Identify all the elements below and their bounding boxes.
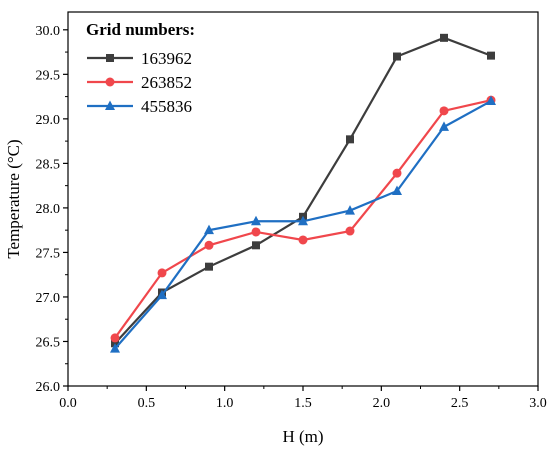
y-tick-label: 30.0 bbox=[36, 24, 61, 39]
y-tick-label: 26.0 bbox=[36, 380, 61, 395]
series-layer bbox=[110, 33, 496, 353]
data-point-455836 bbox=[204, 224, 214, 235]
y-tick-label: 28.0 bbox=[36, 202, 61, 217]
data-point-455836 bbox=[110, 343, 120, 353]
data-point-163962 bbox=[440, 33, 448, 42]
data-point-163962 bbox=[205, 262, 213, 271]
x-tick-label: 1.0 bbox=[216, 396, 234, 411]
ticks: 0.0 0.5 1.0 1.5 2.0 2.5 3.0 26.0 26.5 27.0 27.5 28.… bbox=[36, 24, 547, 411]
axes bbox=[67, 11, 539, 387]
legend-label-455836: 455836 bbox=[141, 97, 192, 116]
data-point-455836 bbox=[298, 215, 308, 226]
y-axis-title: Temperature (°C) bbox=[4, 139, 23, 258]
data-point-163962 bbox=[487, 51, 495, 60]
y-tick-label: 28.5 bbox=[36, 157, 61, 172]
x-tick-label: 1.5 bbox=[294, 396, 312, 411]
y-tick-label: 29.0 bbox=[36, 113, 61, 128]
data-point-263852 bbox=[298, 235, 308, 245]
data-point-455836 bbox=[345, 205, 355, 215]
data-point-263852 bbox=[392, 168, 402, 178]
y-tick-label: 27.5 bbox=[36, 246, 61, 261]
x-tick-label: 0.0 bbox=[59, 396, 77, 411]
plot-frame bbox=[67, 11, 539, 387]
data-point-455836 bbox=[486, 95, 496, 106]
data-point-263852 bbox=[204, 240, 214, 250]
data-point-163962 bbox=[393, 52, 401, 61]
data-point-263852 bbox=[439, 106, 449, 116]
data-point-263852 bbox=[110, 333, 120, 343]
x-axis-title: H (m) bbox=[282, 427, 323, 446]
series-455836 bbox=[110, 95, 496, 353]
data-point-455836 bbox=[439, 121, 449, 131]
data-point-455836 bbox=[392, 185, 402, 195]
y-tick-label: 27.0 bbox=[36, 291, 61, 306]
legend-marker-163962 bbox=[106, 54, 114, 62]
y-tick-label: 26.5 bbox=[36, 335, 61, 350]
x-tick-label: 3.0 bbox=[529, 396, 547, 411]
data-point-455836 bbox=[251, 215, 261, 226]
data-point-163962 bbox=[252, 241, 260, 250]
legend: Grid numbers: 163962 263852 455836 bbox=[86, 20, 195, 116]
y-tick-label: 29.5 bbox=[36, 68, 61, 83]
legend-title: Grid numbers: bbox=[86, 20, 195, 39]
data-point-263852 bbox=[157, 268, 167, 278]
data-point-163962 bbox=[346, 135, 354, 144]
legend-label-263852: 263852 bbox=[141, 73, 192, 92]
data-point-455836 bbox=[157, 289, 167, 300]
data-point-263852 bbox=[345, 226, 355, 236]
x-tick-label: 0.5 bbox=[138, 396, 156, 411]
x-tick-label: 2.0 bbox=[373, 396, 391, 411]
x-tick-label: 2.5 bbox=[451, 396, 469, 411]
legend-marker-455836 bbox=[105, 100, 115, 110]
series-263852 bbox=[110, 95, 496, 343]
legend-marker-263852 bbox=[105, 77, 115, 87]
legend-label-163962: 163962 bbox=[141, 49, 192, 68]
data-point-263852 bbox=[251, 227, 261, 237]
